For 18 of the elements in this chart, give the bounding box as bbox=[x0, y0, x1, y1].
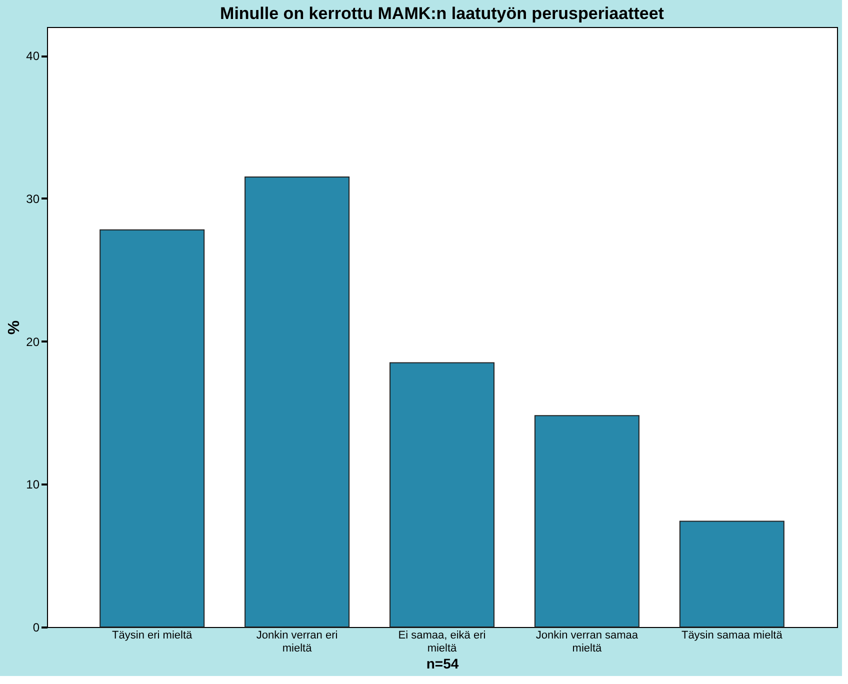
y-tick-label: 30 bbox=[26, 192, 40, 206]
bar bbox=[679, 520, 784, 628]
bar bbox=[244, 176, 350, 628]
y-axis-title: % bbox=[6, 320, 24, 335]
x-tick-label: Ei samaa, eikä eri mieltä bbox=[398, 630, 486, 654]
x-tick-label: Jonkin verran samaa mieltä bbox=[536, 630, 639, 654]
y-tick-label: 10 bbox=[26, 478, 40, 492]
x-tick-label: Täysin samaa mieltä bbox=[681, 630, 784, 642]
y-tick-label: 40 bbox=[26, 49, 40, 64]
y-tick-label: 20 bbox=[26, 334, 40, 349]
y-tick-label: 0 bbox=[32, 620, 40, 634]
bar bbox=[534, 415, 640, 628]
chart-title: Minulle on kerrottu MAMK:n laatutyön perusperiaatteet bbox=[220, 4, 664, 23]
x-tick-label: Täysin eri mieltä bbox=[112, 630, 194, 642]
bar bbox=[100, 229, 205, 628]
bar bbox=[390, 362, 494, 628]
x-axis-title: n=54 bbox=[426, 656, 459, 672]
x-tick-label: Jonkin verran eri mieltä bbox=[256, 630, 338, 654]
